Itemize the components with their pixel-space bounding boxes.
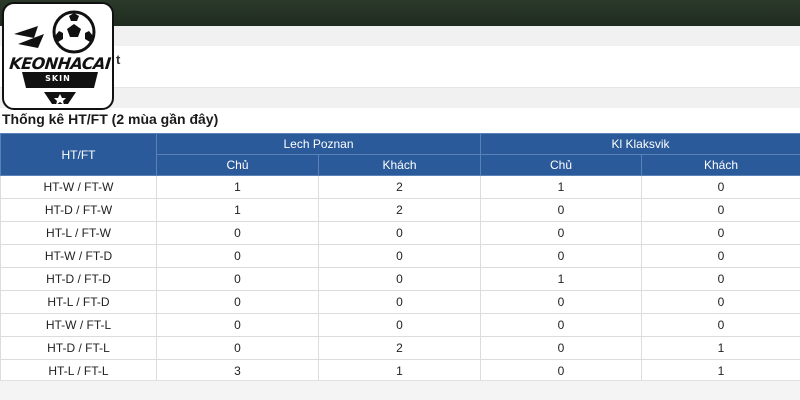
table-cell: 0: [640, 267, 800, 291]
table-row: HT-D / FT-D 0 0 1 0: [0, 267, 800, 291]
table-cell: 1: [640, 336, 800, 360]
table-cell: 0: [156, 221, 319, 245]
table-cell: 0: [640, 290, 800, 314]
table-cell: 0: [480, 290, 642, 314]
footer-strip: [0, 380, 800, 400]
table-cell: 0: [480, 198, 642, 222]
subheader-away-team1: Khách: [318, 154, 481, 176]
table-row: HT-D / FT-W 1 2 0 0: [0, 198, 800, 222]
row-label: HT-D / FT-L: [0, 336, 157, 360]
table-cell: 1: [480, 175, 642, 199]
row-label: HT-D / FT-D: [0, 267, 157, 291]
header-strip: [0, 26, 800, 46]
table-row: HT-D / FT-L 0 2 0 1: [0, 336, 800, 360]
table-cell: 1: [318, 359, 481, 383]
top-banner: [0, 0, 800, 26]
htft-stats-table: HT/FT Lech Poznan Kl Klaksvik Chủ Khách …: [0, 133, 800, 383]
table-cell: 0: [480, 359, 642, 383]
soccer-ball-icon: [14, 10, 98, 105]
section-title: Thống kê HT/FT (2 mùa gần đây): [2, 111, 219, 127]
subheader-home-team1: Chủ: [156, 154, 319, 176]
table-cell: 3: [156, 359, 319, 383]
site-logo[interactable]: KEONHACAI SKIN: [2, 2, 114, 110]
table-body: HT-W / FT-W 1 2 1 0 HT-D / FT-W 1 2 0 0 HT-L / FT-…: [0, 175, 800, 383]
table-cell: 2: [318, 198, 481, 222]
table-cell: 0: [156, 267, 319, 291]
subheader-home-team2: Chủ: [480, 154, 642, 176]
table-cell: 0: [640, 198, 800, 222]
table-cell: 0: [640, 221, 800, 245]
table-cell: 0: [156, 313, 319, 337]
table-cell: 0: [318, 313, 481, 337]
table-cell: 2: [318, 175, 481, 199]
header-panel: t: [0, 46, 800, 88]
table-cell: 1: [640, 359, 800, 383]
table-cell: 0: [640, 175, 800, 199]
table-cell: 0: [156, 336, 319, 360]
row-label: HT-W / FT-D: [0, 244, 157, 268]
table-cell: 0: [318, 267, 481, 291]
row-label: HT-W / FT-L: [0, 313, 157, 337]
row-label: HT-D / FT-W: [0, 198, 157, 222]
table-cell: 0: [480, 336, 642, 360]
table-cell: 0: [640, 244, 800, 268]
table-cell: 1: [156, 175, 319, 199]
table-row: HT-L / FT-L 3 1 0 1: [0, 359, 800, 383]
table-cell: 1: [480, 267, 642, 291]
table-row: HT-W / FT-L 0 0 0 0: [0, 313, 800, 337]
row-label: HT-L / FT-W: [0, 221, 157, 245]
table-cell: 2: [318, 336, 481, 360]
table-row: HT-W / FT-D 0 0 0 0: [0, 244, 800, 268]
table-cell: 0: [480, 221, 642, 245]
row-label: HT-W / FT-W: [0, 175, 157, 199]
row-label: HT-L / FT-D: [0, 290, 157, 314]
table-cell: 0: [480, 244, 642, 268]
team-header-home: Lech Poznan: [156, 133, 481, 155]
table-cell: 0: [318, 221, 481, 245]
logo-brand-text: KEONHACAI: [8, 54, 112, 73]
row-label: HT-L / FT-L: [0, 359, 157, 383]
table-cell: 1: [156, 198, 319, 222]
table-cell: 0: [480, 313, 642, 337]
table-cell: 0: [156, 290, 319, 314]
table-cell: 0: [318, 244, 481, 268]
subheader-away-team2: Khách: [640, 154, 800, 176]
column-header-htft: HT/FT: [0, 133, 157, 176]
table-cell: 0: [640, 313, 800, 337]
table-row: HT-W / FT-W 1 2 1 0: [0, 175, 800, 199]
table-cell: 0: [318, 290, 481, 314]
table-row: HT-L / FT-W 0 0 0 0: [0, 221, 800, 245]
table-cell: 0: [156, 244, 319, 268]
team-header-away: Kl Klaksvik: [479, 133, 800, 155]
table-row: HT-L / FT-D 0 0 0 0: [0, 290, 800, 314]
header-partial-text: t: [116, 52, 121, 67]
logo-sub-text: SKIN: [45, 74, 71, 83]
section-strip: [0, 88, 800, 108]
